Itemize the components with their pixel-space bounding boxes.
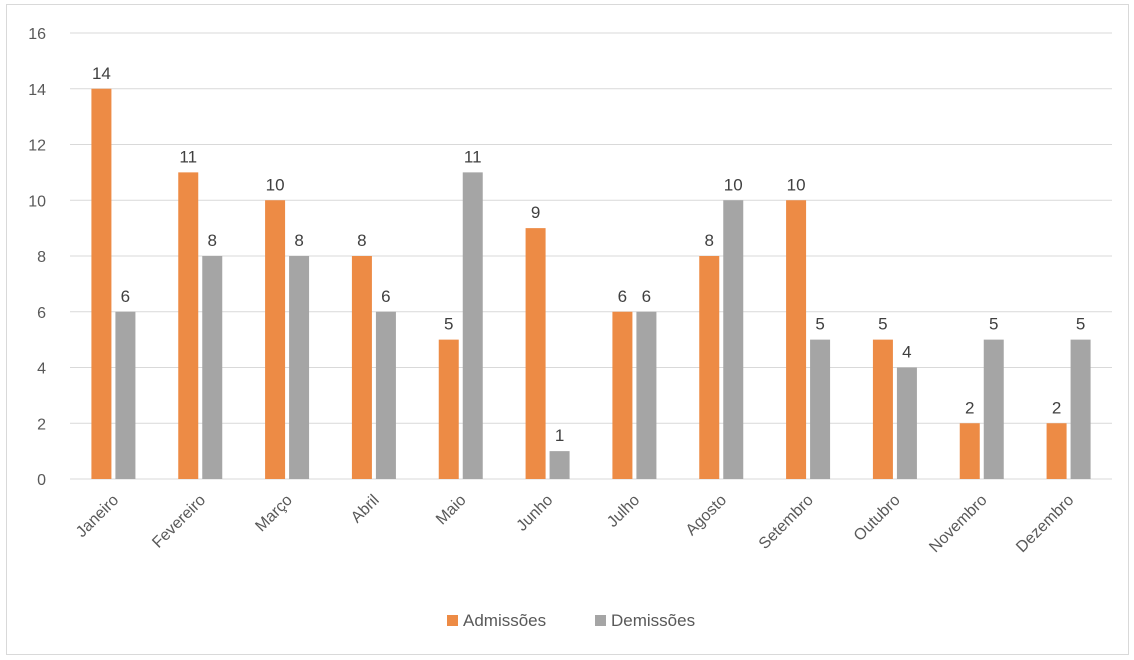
- data-label: 9: [531, 203, 540, 222]
- x-tick-label: Novembro: [926, 492, 990, 556]
- data-label: 8: [208, 231, 217, 250]
- y-tick-label: 10: [28, 193, 46, 210]
- legend-swatch: [447, 615, 458, 626]
- data-label: 6: [642, 287, 651, 306]
- x-axis-ticks: Janeiro Fevereiro Março Abril Maio Junho Julho…: [73, 492, 1077, 556]
- bar-admissoes: [525, 228, 546, 479]
- bar-demissoes: [549, 451, 570, 479]
- data-label: 5: [444, 315, 453, 334]
- gridlines: [70, 32, 1112, 480]
- y-tick-label: 4: [37, 361, 46, 378]
- x-tick-label: Abril: [348, 492, 383, 527]
- x-tick-label: Outubro: [851, 492, 904, 545]
- legend-label: Admissões: [463, 611, 546, 630]
- data-label: 11: [179, 147, 197, 166]
- data-label: 5: [989, 315, 998, 334]
- legend-swatch: [595, 615, 606, 626]
- data-label: 4: [902, 343, 911, 362]
- x-tick-label: Fevereiro: [149, 492, 209, 552]
- y-tick-label: 0: [37, 472, 46, 489]
- legend-label: Demissões: [611, 611, 695, 630]
- bar-admissoes: [438, 339, 459, 479]
- x-tick-label: Junho: [514, 492, 557, 535]
- x-tick-label: Dezembro: [1013, 492, 1077, 556]
- data-label: 2: [965, 398, 974, 417]
- bar-demissoes: [202, 256, 223, 479]
- x-tick-label: Janeiro: [73, 492, 122, 541]
- data-label: 5: [815, 315, 824, 334]
- data-label: 6: [618, 287, 627, 306]
- data-label: 8: [705, 231, 714, 250]
- x-tick-label: Março: [252, 492, 296, 536]
- bar-admissoes: [265, 200, 286, 479]
- bar-admissoes: [612, 311, 633, 479]
- bar-demissoes: [375, 311, 396, 479]
- bar-admissoes: [178, 172, 199, 479]
- bar-admissoes: [959, 423, 980, 479]
- bar-demissoes: [810, 339, 831, 479]
- data-label: 5: [1076, 315, 1085, 334]
- bar-demissoes: [462, 172, 483, 479]
- y-axis-ticks: 0 2 4 6 8 10 12 14 16: [28, 26, 46, 489]
- bar-admissoes: [1046, 423, 1067, 479]
- y-tick-label: 12: [28, 138, 46, 155]
- data-label: 11: [464, 147, 482, 166]
- data-label: 2: [1052, 398, 1061, 417]
- bar-admissoes: [699, 256, 720, 479]
- data-label: 8: [294, 231, 303, 250]
- y-tick-label: 14: [28, 82, 46, 99]
- data-label: 1: [555, 426, 564, 445]
- bar-demissoes: [115, 311, 136, 479]
- x-tick-label: Setembro: [756, 492, 817, 553]
- data-label: 10: [724, 175, 743, 194]
- y-tick-label: 6: [37, 305, 46, 322]
- data-label: 8: [357, 231, 366, 250]
- data-label: 6: [121, 287, 130, 306]
- data-label: 5: [878, 315, 887, 334]
- bar-demissoes: [983, 339, 1004, 479]
- bar-admissoes: [786, 200, 807, 479]
- data-label: 10: [787, 175, 806, 194]
- y-tick-label: 2: [37, 416, 46, 433]
- bar-demissoes: [723, 200, 744, 479]
- data-label: 14: [92, 64, 111, 83]
- x-tick-label: Julho: [604, 492, 643, 531]
- bar-admissoes: [872, 339, 893, 479]
- y-tick-label: 16: [28, 26, 46, 43]
- data-label: 6: [381, 287, 390, 306]
- bar-demissoes: [1070, 339, 1091, 479]
- x-tick-label: Maio: [433, 492, 470, 529]
- bars: [91, 88, 1091, 479]
- bar-admissoes: [91, 88, 112, 479]
- bar-demissoes: [636, 311, 657, 479]
- x-tick-label: Agosto: [683, 492, 730, 539]
- bar-admissoes: [351, 256, 372, 479]
- bar-demissoes: [289, 256, 310, 479]
- bar-demissoes: [896, 367, 917, 479]
- data-label: 10: [266, 175, 285, 194]
- y-tick-label: 8: [37, 249, 46, 266]
- legend: Admissões Demissões: [447, 611, 695, 630]
